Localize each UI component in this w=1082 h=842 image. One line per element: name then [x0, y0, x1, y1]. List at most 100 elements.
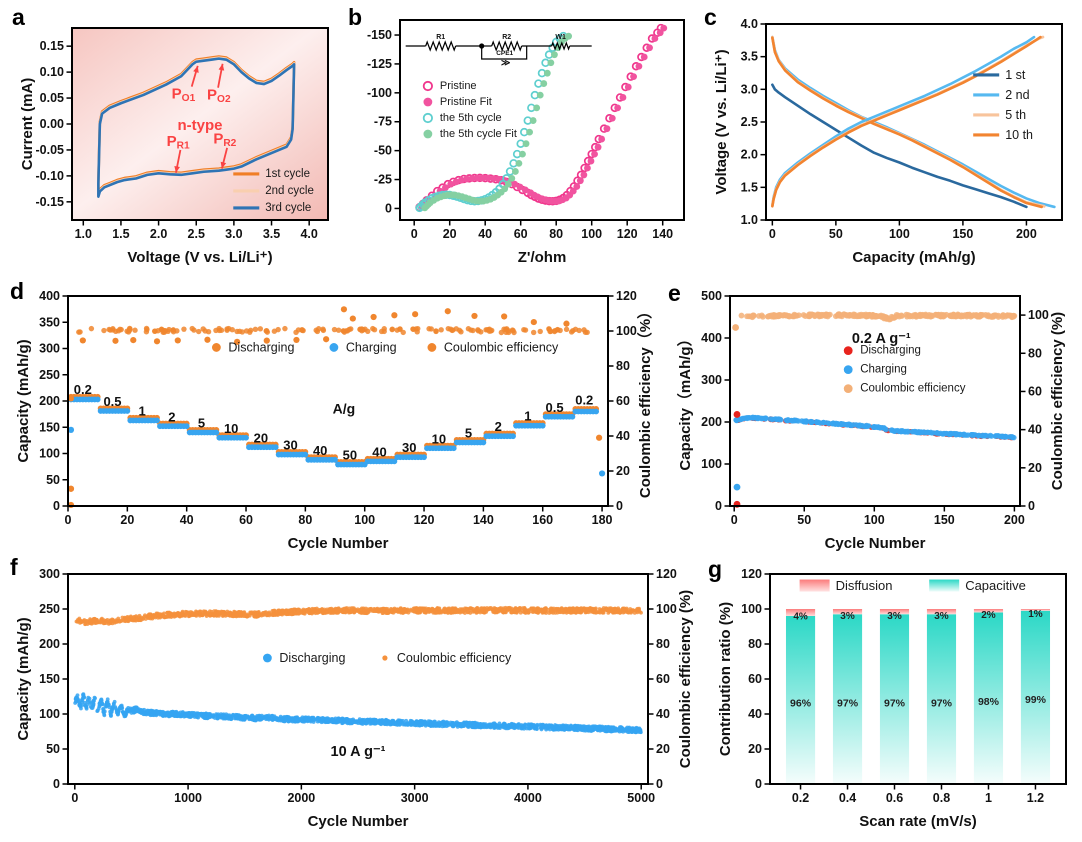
svg-text:40: 40: [313, 443, 327, 458]
svg-text:80: 80: [298, 513, 312, 527]
panel-letter-c: c: [704, 4, 717, 30]
svg-text:Capacity (mAh/g): Capacity (mAh/g): [852, 249, 975, 266]
panel-letter-a: a: [12, 4, 25, 30]
svg-text:3.5: 3.5: [263, 227, 280, 241]
eis-plot-svg: 0 20 40 60 80 100 120 140 0 -25 -50 -75 -100 -125 -150…: [367, 19, 685, 266]
svg-text:50: 50: [829, 227, 843, 241]
svg-text:160: 160: [532, 513, 553, 527]
svg-text:Voltage (V vs. Li/Li⁺): Voltage (V vs. Li/Li⁺): [713, 49, 730, 194]
svg-text:2.0: 2.0: [741, 148, 758, 162]
longterm-plot-svg: 0 1000 2000 3000 4000 50000501001502002503000…: [15, 567, 694, 830]
svg-text:0.5: 0.5: [546, 400, 564, 415]
svg-text:-150: -150: [367, 28, 392, 42]
cv-plot-svg: 1.0 1.5 2.0 2.5 3.0 3.5 4.0 -0.15 -0.10 -0.05 0.00…: [19, 27, 329, 266]
svg-text:180: 180: [592, 513, 613, 527]
svg-text:Pristine: Pristine: [440, 80, 477, 92]
svg-text:≫: ≫: [501, 57, 510, 67]
svg-text:20: 20: [120, 513, 134, 527]
svg-text:80: 80: [616, 359, 630, 373]
svg-text:-25: -25: [374, 173, 392, 187]
svg-text:50: 50: [343, 448, 357, 463]
svg-text:20: 20: [1028, 461, 1042, 475]
svg-text:2nd cycle: 2nd cycle: [265, 185, 314, 197]
svg-text:0: 0: [769, 227, 776, 241]
svg-text:300: 300: [701, 373, 722, 387]
svg-text:1.5: 1.5: [741, 180, 758, 194]
svg-text:Voltage (V vs. Li/Li⁺): Voltage (V vs. Li/Li⁺): [127, 249, 272, 266]
svg-text:120: 120: [617, 227, 638, 241]
svg-text:2.5: 2.5: [741, 115, 758, 129]
svg-text:60: 60: [514, 227, 528, 241]
cycling-plot-svg: 0 50 100 150 2000100200300400500020406080100…: [676, 289, 1066, 552]
panel-letter-b: b: [348, 4, 363, 30]
svg-text:200: 200: [39, 394, 60, 408]
svg-text:30: 30: [402, 440, 416, 455]
svg-text:100: 100: [354, 513, 375, 527]
svg-text:A/g: A/g: [333, 400, 356, 416]
svg-text:R2: R2: [502, 34, 511, 41]
svg-text:1 st: 1 st: [1005, 68, 1026, 82]
svg-text:-125: -125: [367, 57, 392, 71]
svg-text:200: 200: [1004, 513, 1025, 527]
panel-b-eis-chart: 0 20 40 60 80 100 120 140 0 -25 -50 -75 -100 -125 -150…: [342, 6, 698, 278]
svg-text:0: 0: [53, 499, 60, 513]
svg-text:-0.05: -0.05: [36, 143, 65, 157]
svg-text:2: 2: [495, 419, 502, 434]
svg-text:100: 100: [701, 457, 722, 471]
svg-text:20: 20: [616, 464, 630, 478]
svg-text:3rd cycle: 3rd cycle: [265, 202, 311, 214]
panel-g-contribution-ratio: 0.2 0.4 0.6 0.8 1 1.2 0 20 40 60 80 100 120 Scan rate…: [708, 560, 1080, 838]
svg-text:0: 0: [616, 499, 623, 513]
svg-text:10: 10: [224, 421, 238, 436]
svg-text:150: 150: [952, 227, 973, 241]
svg-text:0: 0: [65, 513, 72, 527]
svg-text:CPE1: CPE1: [496, 50, 513, 57]
svg-text:300: 300: [39, 342, 60, 356]
svg-text:60: 60: [616, 394, 630, 408]
svg-text:0: 0: [411, 227, 418, 241]
svg-text:-0.10: -0.10: [36, 169, 65, 183]
svg-text:100: 100: [581, 227, 602, 241]
svg-text:W1: W1: [555, 34, 566, 41]
svg-text:0.5: 0.5: [103, 394, 121, 409]
svg-text:0: 0: [385, 201, 392, 215]
svg-text:80: 80: [549, 227, 563, 241]
svg-text:500: 500: [701, 289, 722, 303]
svg-text:40: 40: [616, 429, 630, 443]
panel-f-longterm-cycling: 0 1000 2000 3000 4000 5000 0 50 100 150 200 250 300 0…: [6, 560, 706, 838]
svg-text:Charging: Charging: [346, 340, 397, 354]
svg-text:n-type: n-type: [178, 117, 223, 134]
svg-text:40: 40: [180, 513, 194, 527]
svg-text:10: 10: [432, 431, 446, 446]
panel-letter-g: g: [708, 556, 723, 582]
svg-text:1st cycle: 1st cycle: [265, 168, 310, 180]
svg-text:Coulombic efficiency: Coulombic efficiency: [444, 340, 559, 354]
voltage-profile-svg: 0 50 100 150 200 1.0 1.5 2.0 2.5 3.0 3.5 4.0 Capacit…: [713, 17, 1063, 266]
svg-text:40: 40: [372, 444, 386, 459]
svg-text:1.5: 1.5: [112, 227, 129, 241]
svg-text:0.15: 0.15: [40, 39, 64, 53]
svg-text:0: 0: [715, 499, 722, 513]
svg-text:0.05: 0.05: [40, 91, 64, 105]
svg-text:120: 120: [616, 289, 637, 303]
svg-text:4.0: 4.0: [300, 227, 317, 241]
svg-text:-0.15: -0.15: [36, 195, 65, 209]
svg-text:1.0: 1.0: [75, 227, 92, 241]
svg-text:Coulombic efficiency (%): Coulombic efficiency (%): [1049, 312, 1066, 490]
svg-text:100: 100: [889, 227, 910, 241]
svg-text:-75: -75: [374, 115, 392, 129]
svg-text:0.10: 0.10: [40, 65, 64, 79]
panel-a-cv-chart: 1.0 1.5 2.0 2.5 3.0 3.5 4.0 -0.15 -0.10 -0.05 0.00…: [8, 6, 340, 278]
svg-text:140: 140: [473, 513, 494, 527]
svg-text:150: 150: [39, 420, 60, 434]
svg-text:-100: -100: [367, 86, 392, 100]
svg-text:400: 400: [39, 289, 60, 303]
svg-text:Cycle Number: Cycle Number: [288, 535, 389, 552]
svg-text:0: 0: [731, 513, 738, 527]
svg-text:80: 80: [1028, 346, 1042, 360]
svg-text:1: 1: [524, 409, 531, 424]
svg-text:5: 5: [465, 426, 472, 441]
svg-text:200: 200: [1016, 227, 1037, 241]
svg-text:1: 1: [139, 403, 146, 418]
